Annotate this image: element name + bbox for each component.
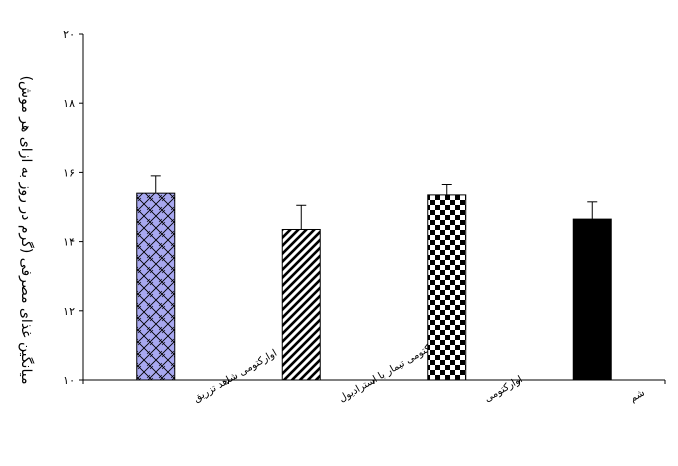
y-tick-label: ۱۲ [63, 305, 75, 318]
y-axis-title: میانگین غذای مصرفی (گرم در روز به ازای ه… [18, 76, 35, 385]
bar [427, 194, 467, 381]
y-tick-label: ۱۰ [63, 374, 75, 387]
y-tick-label: ۲۰ [63, 28, 75, 41]
bar [572, 218, 612, 381]
bar [136, 192, 176, 381]
category-label: شم [628, 388, 647, 405]
y-tick-label: ۱۸ [63, 97, 75, 110]
y-tick-label: ۱۶ [63, 166, 75, 179]
category-label: اوارکتومی [483, 374, 525, 404]
y-tick-label: ۱۴ [63, 236, 75, 249]
bar [281, 228, 321, 381]
category-label: اوارکتومی شاهد تزریق [192, 348, 279, 405]
